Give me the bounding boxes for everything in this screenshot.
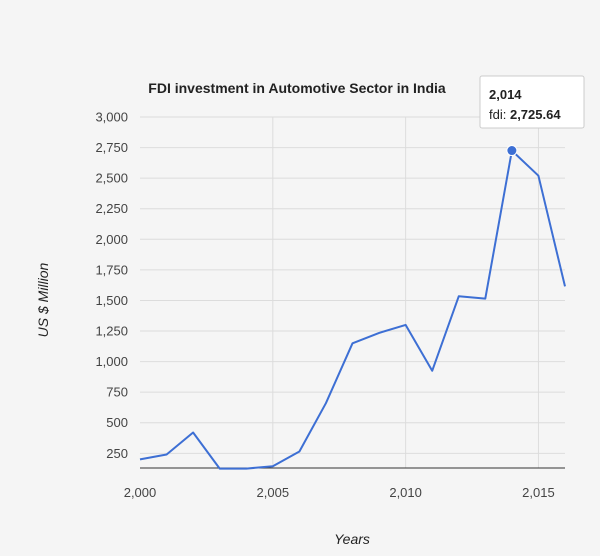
y-tick-label: 750 [106, 385, 128, 400]
tooltip-value-line: fdi: 2,725.64 [489, 107, 561, 122]
data-point[interactable] [217, 466, 223, 472]
x-tick-label: 2,015 [522, 485, 555, 500]
data-point[interactable] [296, 448, 302, 454]
data-point[interactable] [376, 330, 382, 336]
y-tick-label: 2,750 [95, 140, 128, 155]
tooltip-box [479, 75, 585, 129]
y-tick-label: 1,750 [95, 262, 128, 277]
data-point[interactable] [164, 452, 170, 458]
data-point[interactable] [482, 296, 488, 302]
x-tick-label: 2,010 [389, 485, 422, 500]
y-axis-title: US $ Million [35, 262, 51, 337]
series-line-fdi [139, 149, 566, 470]
y-tick-label: 2,000 [95, 232, 128, 247]
y-tick-label: 1,250 [95, 324, 128, 339]
x-axis-title: Years [334, 531, 370, 547]
data-point[interactable] [137, 456, 143, 462]
data-point[interactable] [429, 368, 435, 374]
highlighted-data-point[interactable] [506, 145, 518, 157]
data-point[interactable] [190, 430, 196, 436]
gridlines [140, 116, 565, 469]
y-tick-label: 500 [106, 415, 128, 430]
tooltip-x-label: 2,014 [489, 87, 522, 102]
data-point[interactable] [243, 466, 249, 472]
series-group [137, 145, 568, 472]
y-axis-ticks: 250 500 750 1,000 1,250 1,500 1,750 2,000 2,250 2… [95, 110, 128, 461]
tooltip-series-label: fdi: [489, 107, 510, 122]
x-axis-ticks: 2,000 2,005 2,010 2,015 [124, 485, 555, 500]
y-tick-label: 250 [106, 446, 128, 461]
data-point[interactable] [562, 283, 568, 289]
y-tick-label: 2,250 [95, 201, 128, 216]
data-point[interactable] [350, 340, 356, 346]
x-tick-label: 2,000 [124, 485, 157, 500]
data-point[interactable] [535, 173, 541, 179]
tooltip: 2,014 fdi: 2,725.64 [479, 75, 585, 129]
data-point[interactable] [456, 293, 462, 299]
data-point[interactable] [323, 400, 329, 406]
y-tick-label: 1,000 [95, 354, 128, 369]
y-tick-label: 3,000 [95, 110, 128, 125]
y-tick-label: 2,500 [95, 171, 128, 186]
data-point[interactable] [403, 322, 409, 328]
tooltip-value: 2,725.64 [510, 107, 561, 122]
x-tick-label: 2,005 [257, 485, 290, 500]
chart-title: FDI investment in Automotive Sector in I… [148, 80, 446, 96]
y-tick-label: 1,500 [95, 293, 128, 308]
data-point[interactable] [270, 463, 276, 469]
